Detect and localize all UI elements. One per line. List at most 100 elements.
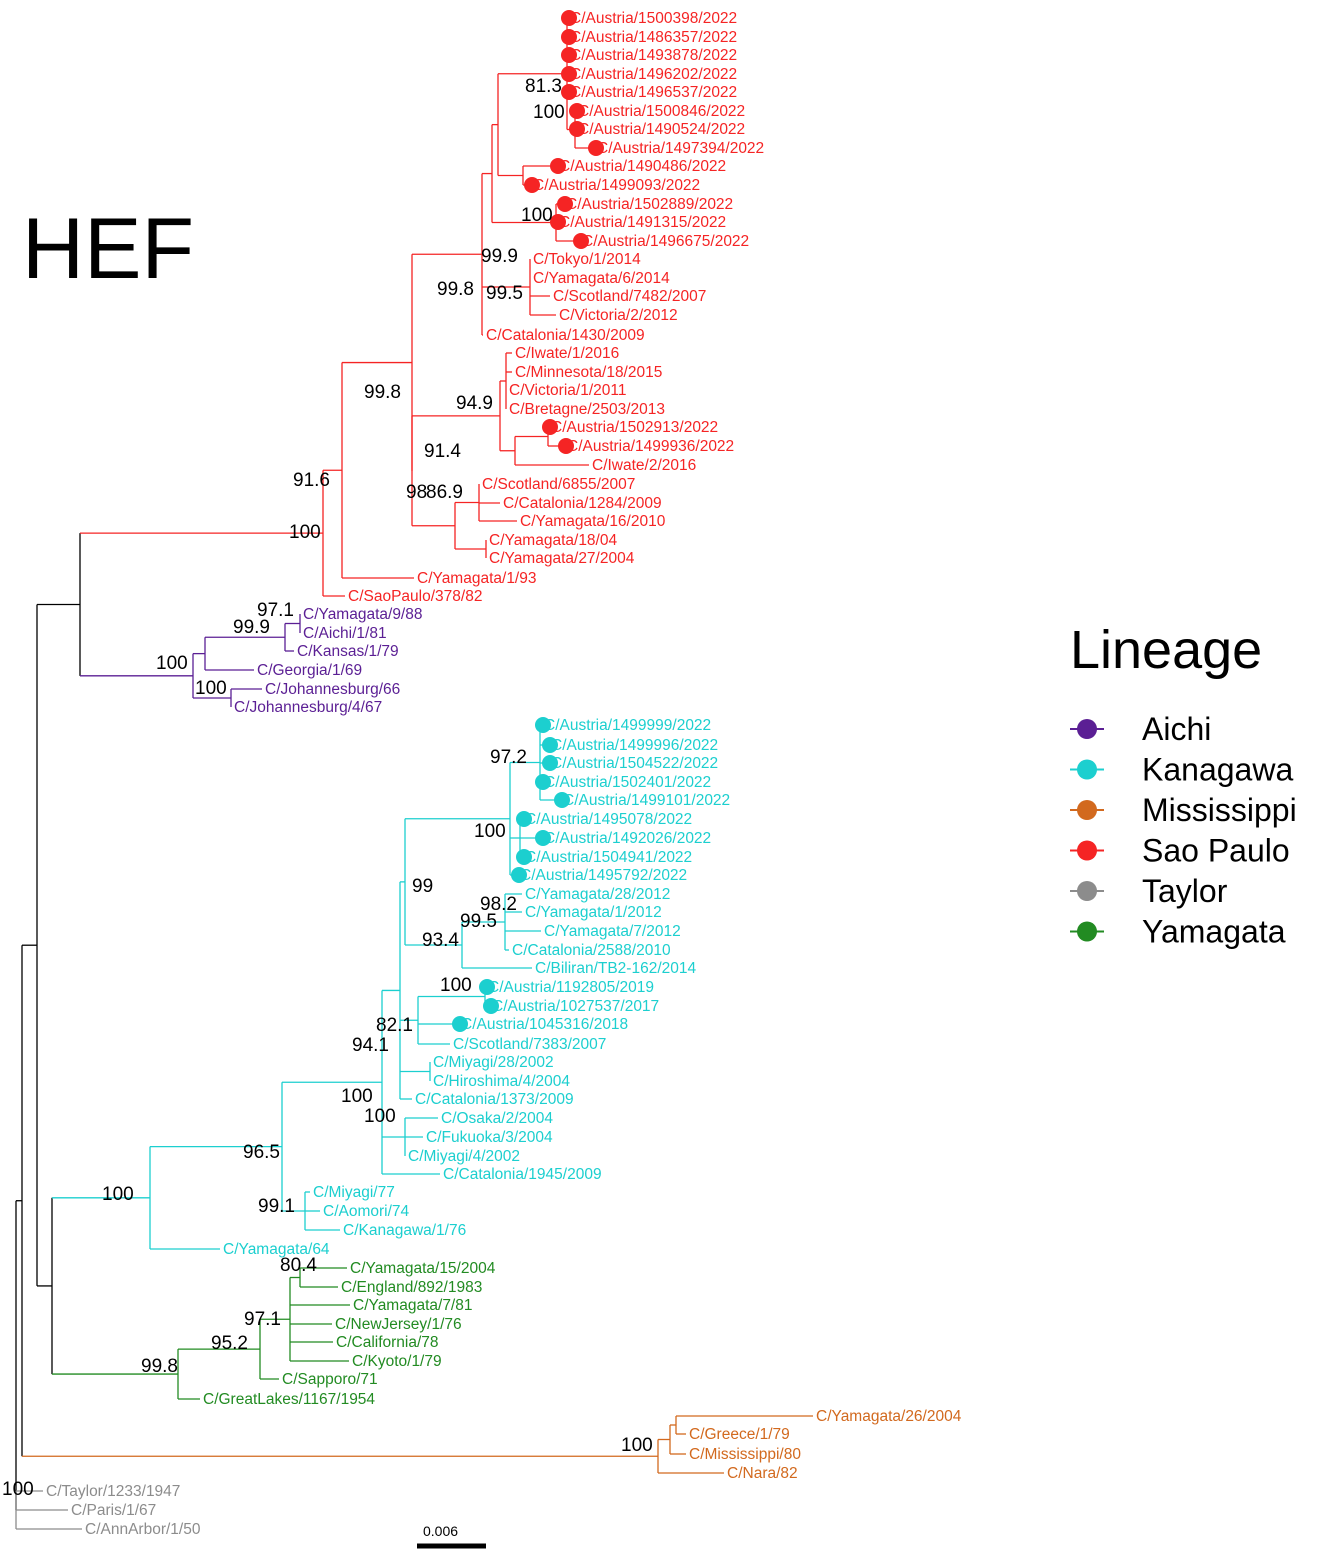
- leaf-label: C/Georgia/1/69: [257, 662, 362, 679]
- leaf-label: C/Kanagawa/1/76: [343, 1222, 466, 1239]
- leaf-label: C/Austria/1497394/2022: [597, 140, 764, 157]
- leaf-label: C/GreatLakes/1167/1954: [203, 1391, 375, 1408]
- tip-marker: [558, 438, 574, 454]
- tip-marker: [561, 84, 577, 100]
- leaf-label: C/Yamagata/27/2004: [489, 550, 635, 567]
- leaf-label: C/Yamagata/7/81: [353, 1297, 472, 1314]
- leaf-label: C/Biliran/TB2-162/2014: [535, 960, 696, 977]
- leaf-label: C/Austria/1495078/2022: [525, 811, 692, 828]
- leaf-label: C/Yamagata/64: [223, 1241, 330, 1258]
- leaf-label: C/Johannesburg/66: [265, 681, 400, 698]
- leaf-label: C/Victoria/1/2011: [509, 382, 626, 399]
- support-value: 99.1: [258, 1196, 295, 1217]
- leaf-label: C/Miyagi/4/2002: [408, 1148, 520, 1165]
- support-value: 100: [474, 821, 506, 842]
- legend-marker: [1077, 921, 1097, 942]
- leaf-label: C/SaoPaulo/378/82: [348, 588, 482, 605]
- tip-marker: [561, 66, 577, 82]
- support-value: 100: [195, 678, 227, 699]
- support-value: 100: [440, 975, 472, 996]
- support-value: 94.1: [352, 1035, 389, 1056]
- leaf-label: C/Kansas/1/79: [297, 643, 399, 660]
- support-value: 100: [2, 1479, 34, 1500]
- leaf-label: C/Greece/1/79: [689, 1426, 790, 1443]
- leaf-label: C/Johannesburg/4/67: [234, 699, 382, 716]
- leaf-label: C/Austria/1490486/2022: [559, 158, 726, 175]
- leaf-label: C/Nara/82: [727, 1465, 798, 1482]
- leaf-label: C/Yamagata/1/2012: [525, 904, 662, 921]
- leaf-label: C/Bretagne/2503/2013: [509, 401, 665, 418]
- leaf-label: C/Austria/1496202/2022: [570, 66, 737, 83]
- legend-label: Sao Paulo: [1142, 833, 1290, 869]
- leaf-label: C/Yamagata/15/2004: [350, 1260, 496, 1277]
- leaf-label: C/Austria/1496675/2022: [582, 233, 749, 250]
- tip-marker: [483, 998, 499, 1014]
- leaf-label: C/Aomori/74: [323, 1203, 410, 1220]
- leaf-label: C/Aichi/1/81: [303, 625, 387, 642]
- tip-marker: [516, 811, 532, 827]
- leaf-label: C/Austria/1486357/2022: [570, 29, 737, 46]
- support-value: 100: [364, 1106, 396, 1127]
- support-value: 93.4: [422, 930, 459, 951]
- support-value: 98.2: [480, 894, 517, 915]
- tip-marker: [511, 867, 527, 883]
- leaf-label: C/England/892/1983: [341, 1279, 482, 1296]
- scale-bar-label: 0.006: [423, 1523, 458, 1539]
- support-value: 100: [156, 653, 188, 674]
- leaf-labels: C/Austria/1500398/2022 C/Austria/1486357/…: [46, 10, 962, 1538]
- tip-marker: [550, 158, 566, 174]
- leaf-label: C/AnnArbor/1/50: [85, 1521, 201, 1538]
- leaf-label: C/Austria/1492026/2022: [544, 830, 711, 847]
- leaf-label: C/Minnesota/18/2015: [515, 364, 662, 381]
- leaf-label: C/Austria/1495792/2022: [520, 867, 687, 884]
- legend-label: Taylor: [1142, 873, 1228, 909]
- support-value: 98: [406, 482, 427, 503]
- support-value: 91.4: [424, 441, 461, 462]
- leaf-label: C/Paris/1/67: [71, 1502, 156, 1519]
- leaf-label: C/Austria/1192805/2019: [488, 979, 654, 996]
- leaf-label: C/Scotland/7383/2007: [453, 1036, 606, 1053]
- tip-marker: [573, 233, 589, 249]
- tip-marker: [561, 47, 577, 63]
- support-value: 100: [621, 1435, 653, 1456]
- support-value: 100: [102, 1184, 134, 1205]
- support-value: 80.4: [280, 1255, 317, 1276]
- support-value: 97.1: [244, 1309, 281, 1330]
- scale-bar: 0.006: [417, 1523, 486, 1549]
- leaf-label: C/Miyagi/28/2002: [433, 1054, 554, 1071]
- leaf-label: C/Catalonia/1373/2009: [415, 1091, 574, 1108]
- leaf-label: C/Austria/1504941/2022: [525, 849, 692, 866]
- support-value: 99.9: [481, 246, 518, 267]
- legend-marker: [1077, 800, 1097, 820]
- support-value: 100: [289, 522, 321, 543]
- legend-label: Mississippi: [1142, 792, 1297, 828]
- leaf-label: C/Yamagata/1/93: [417, 570, 536, 587]
- legend-item: Aichi: [1070, 711, 1211, 747]
- leaf-label: C/Austria/1499999/2022: [544, 717, 711, 734]
- tip-marker: [550, 214, 566, 230]
- legend-item: Taylor: [1070, 873, 1228, 909]
- leaf-label: C/Austria/1496537/2022: [570, 84, 737, 101]
- leaf-label: C/Taylor/1233/1947: [46, 1483, 180, 1500]
- support-value: 99.5: [460, 911, 497, 932]
- support-value: 100: [533, 102, 565, 123]
- leaf-label: C/Yamagata/18/04: [489, 532, 617, 549]
- leaf-label: C/Austria/1500398/2022: [570, 10, 737, 27]
- legend-item: Mississippi: [1070, 792, 1297, 828]
- tip-marker: [569, 121, 585, 137]
- leaf-label: C/Austria/1499936/2022: [567, 438, 734, 455]
- tip-marker: [554, 792, 570, 808]
- tip-marker: [588, 140, 604, 156]
- leaf-label: C/Austria/1502889/2022: [566, 196, 733, 213]
- leaf-label: C/Austria/1500846/2022: [578, 103, 745, 120]
- legend-title: Lineage: [1070, 620, 1262, 680]
- support-value: 99.8: [364, 382, 401, 403]
- support-value: 100: [521, 205, 553, 226]
- leaf-label: C/Yamagata/26/2004: [816, 1408, 962, 1425]
- leaf-label: C/Iwate/1/2016: [515, 345, 619, 362]
- legend-label: Aichi: [1142, 711, 1211, 747]
- support-value: 94.9: [456, 393, 493, 414]
- leaf-label: C/Iwate/2/2016: [592, 457, 696, 474]
- support-value: 97.2: [490, 747, 527, 768]
